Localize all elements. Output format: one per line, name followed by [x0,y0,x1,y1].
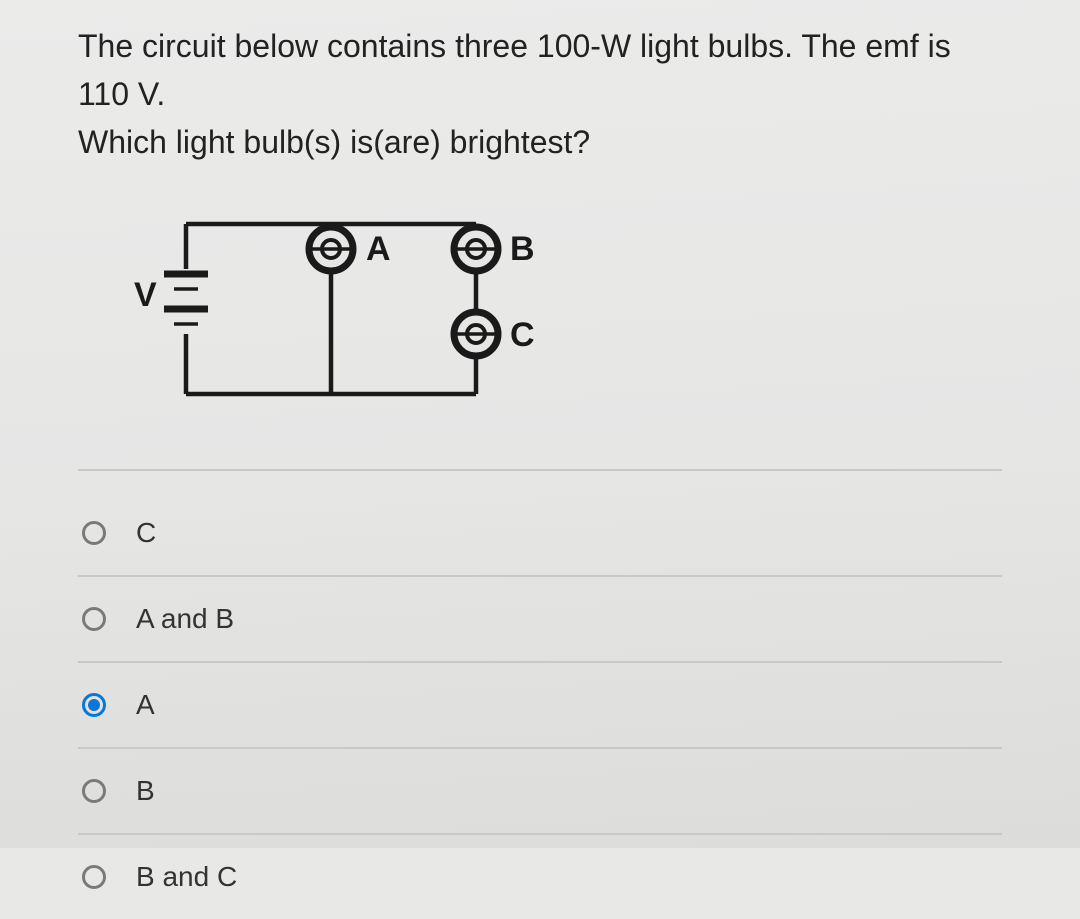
circuit-diagram: V A B C [106,194,1002,429]
option-a-and-b[interactable]: A and B [78,577,1002,663]
divider [78,469,1002,471]
radio-icon [82,865,106,889]
option-c[interactable]: C [78,491,1002,577]
option-label: A and B [136,603,234,635]
radio-icon [82,607,106,631]
question-line-1: The circuit below contains three 100-W l… [78,28,951,112]
radio-icon [82,521,106,545]
label-bulb-b: B [510,230,535,268]
option-label: A [136,689,155,721]
answer-options: C A and B A B B and C [78,491,1002,919]
option-b[interactable]: B [78,749,1002,835]
radio-icon-selected [82,693,106,717]
label-source: V [134,276,157,314]
label-bulb-c: C [510,316,535,354]
quiz-page: The circuit below contains three 100-W l… [0,0,1080,848]
label-bulb-a: A [366,230,391,268]
option-label: B and C [136,861,237,893]
radio-icon [82,779,106,803]
question-line-2: Which light bulb(s) is(are) brightest? [78,124,590,160]
option-label: C [136,517,156,549]
option-label: B [136,775,155,807]
option-a[interactable]: A [78,663,1002,749]
question-text: The circuit below contains three 100-W l… [78,22,1002,166]
